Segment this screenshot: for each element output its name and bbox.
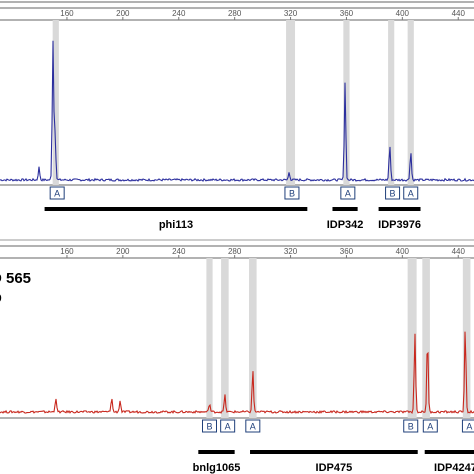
allele-call-label: B [206,422,212,432]
allele-call-label: A [466,422,472,432]
marker-name: IDP4247 [434,462,474,474]
allele-call-box [201,419,217,433]
allele-bin [388,20,395,185]
ruler-tick-label: 440 [452,247,466,256]
allele-call-label: B [390,189,396,199]
ruler-tick-label: 200 [116,247,130,256]
allele-call-box [403,419,419,433]
ruler-tick-label: 400 [396,247,410,256]
allele-call-box [461,419,474,433]
allele-call-label: B [289,189,295,199]
marker-name: IDP342 [327,219,364,231]
ruler-tick-label: 360 [340,9,354,18]
allele-call-label: A [408,189,414,199]
ruler-tick-label: 280 [228,9,242,18]
ruler-tick-label: 160 [60,9,74,18]
allele-call-label: B [408,422,414,432]
allele-bin [286,20,296,185]
allele-call-label: A [345,189,351,199]
allele-call-box [284,186,300,200]
allele-bin [221,258,229,418]
allele-call-box [403,186,419,200]
ruler-tick-label: 320 [284,247,298,256]
ruler-tick-label: 320 [284,9,298,18]
marker-range-bar [378,207,421,211]
marker-range-bar [332,207,358,211]
allele-bin [462,258,471,418]
allele-call-label: A [54,189,60,199]
allele-call-label: A [427,422,433,432]
allele-call-box [340,186,356,200]
ruler-tick-label: 240 [172,9,186,18]
allele-bin [249,258,257,418]
marker-name: phi113 [159,219,193,231]
allele-call-box [49,186,65,200]
ruler-tick-label: 280 [228,247,242,256]
allele-bin [407,258,417,418]
allele-bin [422,258,430,418]
marker-name: IDP3976 [378,219,421,231]
ruler-tick-label: 240 [172,247,186,256]
sample-label: D [0,290,2,307]
ruler-tick-label: 360 [340,247,354,256]
signal-trace [0,331,474,415]
allele-call-box [422,419,438,433]
allele-call-label: A [250,422,256,432]
allele-call-box [385,186,401,200]
marker-range-bar [44,207,308,211]
allele-call-box [220,419,236,433]
marker-range-bar [250,450,418,454]
marker-name: IDP475 [316,462,353,474]
marker-range-bar [198,450,235,454]
ruler-tick-label: 440 [452,9,466,18]
allele-bin [206,258,213,418]
sample-label: D 565 [0,270,31,287]
ruler-tick-label: 160 [60,247,74,256]
signal-trace [0,40,474,183]
allele-call-box [245,419,261,433]
ruler-tick-label: 200 [116,9,130,18]
marker-name: bnlg1065 [193,462,241,474]
marker-range-bar [424,450,474,454]
ruler-tick-label: 400 [396,9,410,18]
allele-bin [407,20,414,185]
allele-bin [52,20,59,185]
allele-call-label: A [225,422,231,432]
allele-bin [343,20,350,185]
